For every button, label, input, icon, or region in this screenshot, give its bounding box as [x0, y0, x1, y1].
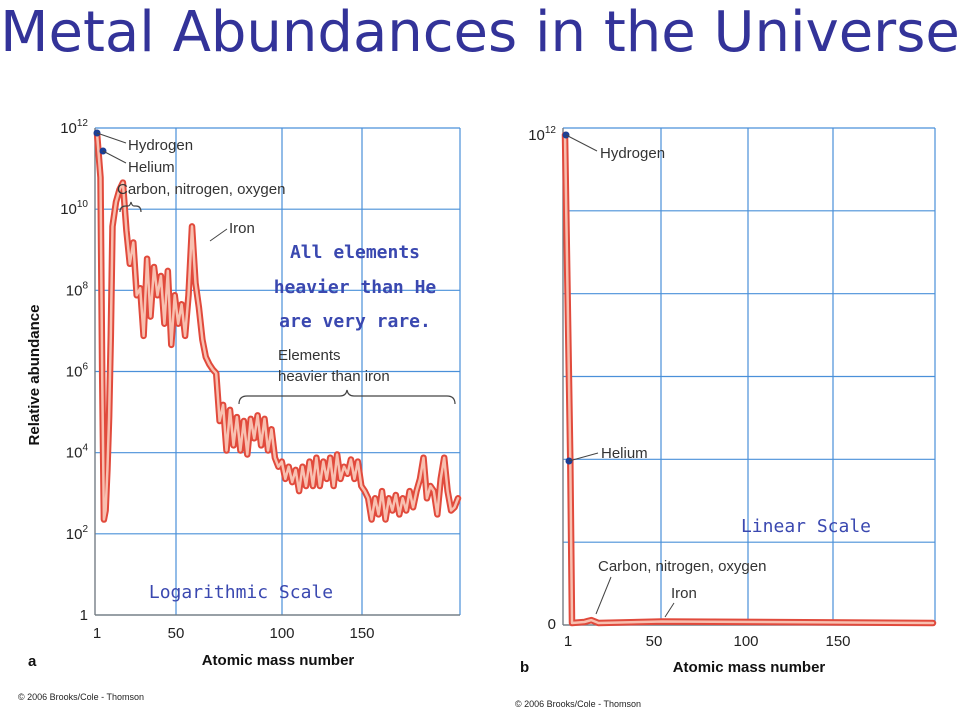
- x-tick-label: 150: [825, 633, 850, 650]
- slide-title: Metal Abundances in the Universe: [0, 0, 960, 65]
- y-tick-base: 10: [66, 526, 83, 543]
- cno-label-b: Carbon, nitrogen, oxygen: [598, 558, 766, 575]
- heavy-label-line1-a: Elements: [278, 347, 341, 364]
- cno-bracket-a: [119, 201, 142, 213]
- y-ticks-b: 0 1012: [528, 125, 556, 633]
- cno-label-a: Carbon, nitrogen, oxygen: [117, 181, 285, 198]
- cno-leader-b: [595, 576, 612, 615]
- x-ticks-b: 1 50 100 150: [564, 633, 851, 650]
- y-tick-exponent: 2: [82, 524, 88, 535]
- y-tick-label: 1: [80, 607, 88, 624]
- x-tick-label: 1: [564, 633, 572, 650]
- copyright-b: © 2006 Brooks/Cole - Thomson: [515, 699, 641, 709]
- series-line: [563, 133, 935, 625]
- series-line-outline: [561, 131, 937, 627]
- y-tick-exponent: 8: [82, 280, 88, 291]
- x-tick-label: 100: [733, 633, 758, 650]
- y-tick-label: 1010: [60, 199, 88, 218]
- y-tick-base: 10: [66, 282, 83, 299]
- iron-label-b: Iron: [671, 585, 697, 602]
- y-tick-label: 106: [66, 362, 89, 381]
- x-tick-label: 1: [93, 625, 101, 642]
- helium-label-b: Helium: [601, 445, 648, 462]
- abundance-curve-a: [93, 129, 462, 523]
- hydrogen-leader-a: [96, 132, 127, 144]
- copyright-a: © 2006 Brooks/Cole - Thomson: [18, 692, 144, 702]
- x-tick-label: 100: [269, 625, 294, 642]
- iron-leader-a: [209, 228, 228, 242]
- y-tick-exponent: 4: [82, 443, 88, 454]
- helium-leader-a: [102, 150, 127, 164]
- x-tick-label: 150: [349, 625, 374, 642]
- y-tick-exponent: 6: [82, 362, 88, 373]
- helium-label-a: Helium: [128, 159, 175, 176]
- hydrogen-label-a: Hydrogen: [128, 137, 193, 154]
- y-axis-label-a: Relative abundance: [26, 305, 43, 446]
- series-line: [95, 131, 460, 521]
- y-tick-base: 10: [66, 364, 83, 381]
- y-tick-label: 108: [66, 280, 89, 299]
- y-tick-base: 10: [66, 445, 83, 462]
- panel-letter-b: b: [520, 659, 529, 676]
- annotation-line-1: All elements: [290, 242, 420, 263]
- y-tick-base: 10: [60, 120, 77, 137]
- x-tick-label: 50: [168, 625, 185, 642]
- y-tick-exponent: 12: [77, 118, 89, 129]
- y-tick-label: 0: [548, 616, 556, 633]
- x-tick-label: 50: [646, 633, 663, 650]
- iron-label-a: Iron: [229, 220, 255, 237]
- hydrogen-label-b: Hydrogen: [600, 145, 665, 162]
- y-tick-label: 1012: [60, 118, 88, 137]
- hydrogen-leader-b: [565, 134, 598, 152]
- y-tick-base: 10: [528, 127, 545, 144]
- x-axis-label-b: Atomic mass number: [673, 659, 826, 676]
- panel-letter-a: a: [28, 653, 37, 670]
- scale-note-linear: Linear Scale: [741, 516, 871, 537]
- x-ticks-a: 1 50 100 150: [93, 625, 375, 642]
- y-tick-label: 102: [66, 524, 89, 543]
- y-tick-exponent: 12: [545, 125, 557, 136]
- y-tick-base: 10: [60, 201, 77, 218]
- heavy-bracket-a: [238, 389, 456, 405]
- y-tick-label: 104: [66, 443, 89, 462]
- scale-note-log: Logarithmic Scale: [149, 582, 333, 603]
- grid-b: [562, 127, 936, 626]
- abundance-curve-b: [561, 131, 937, 627]
- x-axis-label-a: Atomic mass number: [202, 652, 355, 669]
- heavy-label-line2-a: heavier than iron: [278, 368, 390, 385]
- annotation-line-2: heavier than He: [274, 277, 437, 298]
- annotation-line-3: are very rare.: [279, 311, 431, 332]
- helium-leader-b: [568, 452, 599, 462]
- y-tick-exponent: 10: [77, 199, 89, 210]
- iron-leader-b: [664, 602, 675, 618]
- y-tick-label: 1012: [528, 125, 556, 144]
